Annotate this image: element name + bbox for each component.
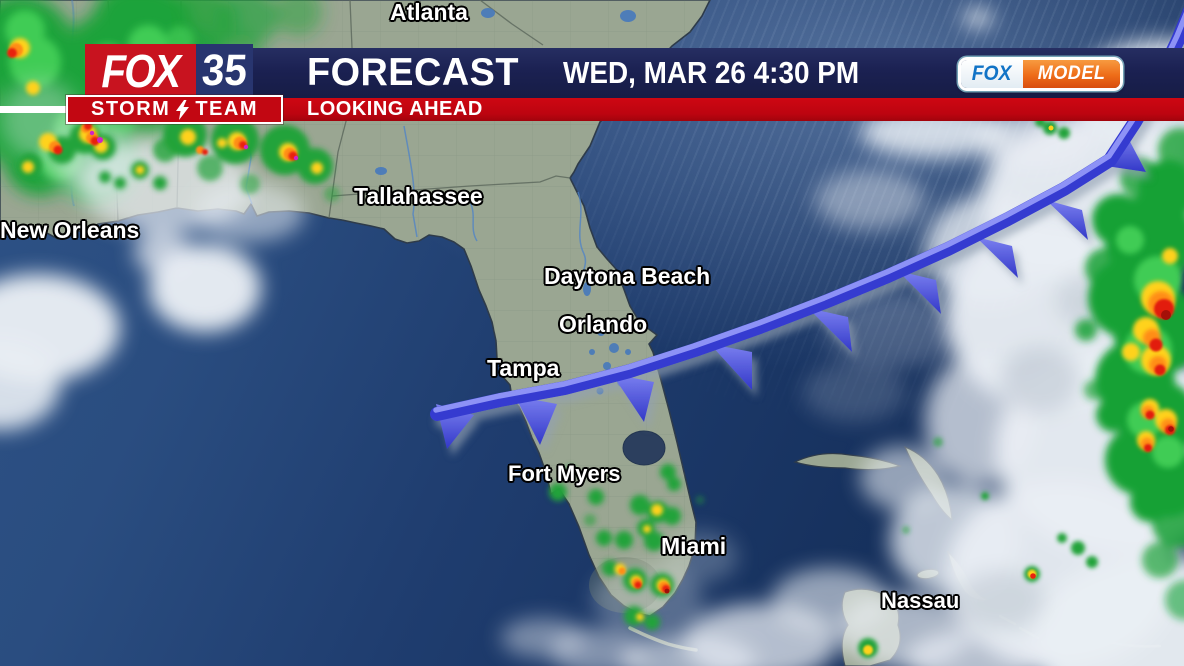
lake-okeechobee <box>622 430 666 466</box>
city-label-new-orleans: New Orleans <box>0 217 140 243</box>
radar-cells <box>7 38 1184 658</box>
city-label-tallahassee: Tallahassee <box>354 183 483 209</box>
city-label-miami: Miami <box>661 533 727 559</box>
city-label-nassau: Nassau <box>881 588 960 613</box>
city-label-fort-myers: Fort Myers <box>508 461 621 486</box>
city-label-tampa: Tampa <box>487 355 560 381</box>
city-label-daytona-beach: Daytona Beach <box>544 263 711 289</box>
city-label-orlando: Orlando <box>559 311 648 337</box>
lakes <box>375 8 636 395</box>
cloud-cover <box>0 9 1184 666</box>
city-label-atlanta: Atlanta <box>390 0 468 25</box>
